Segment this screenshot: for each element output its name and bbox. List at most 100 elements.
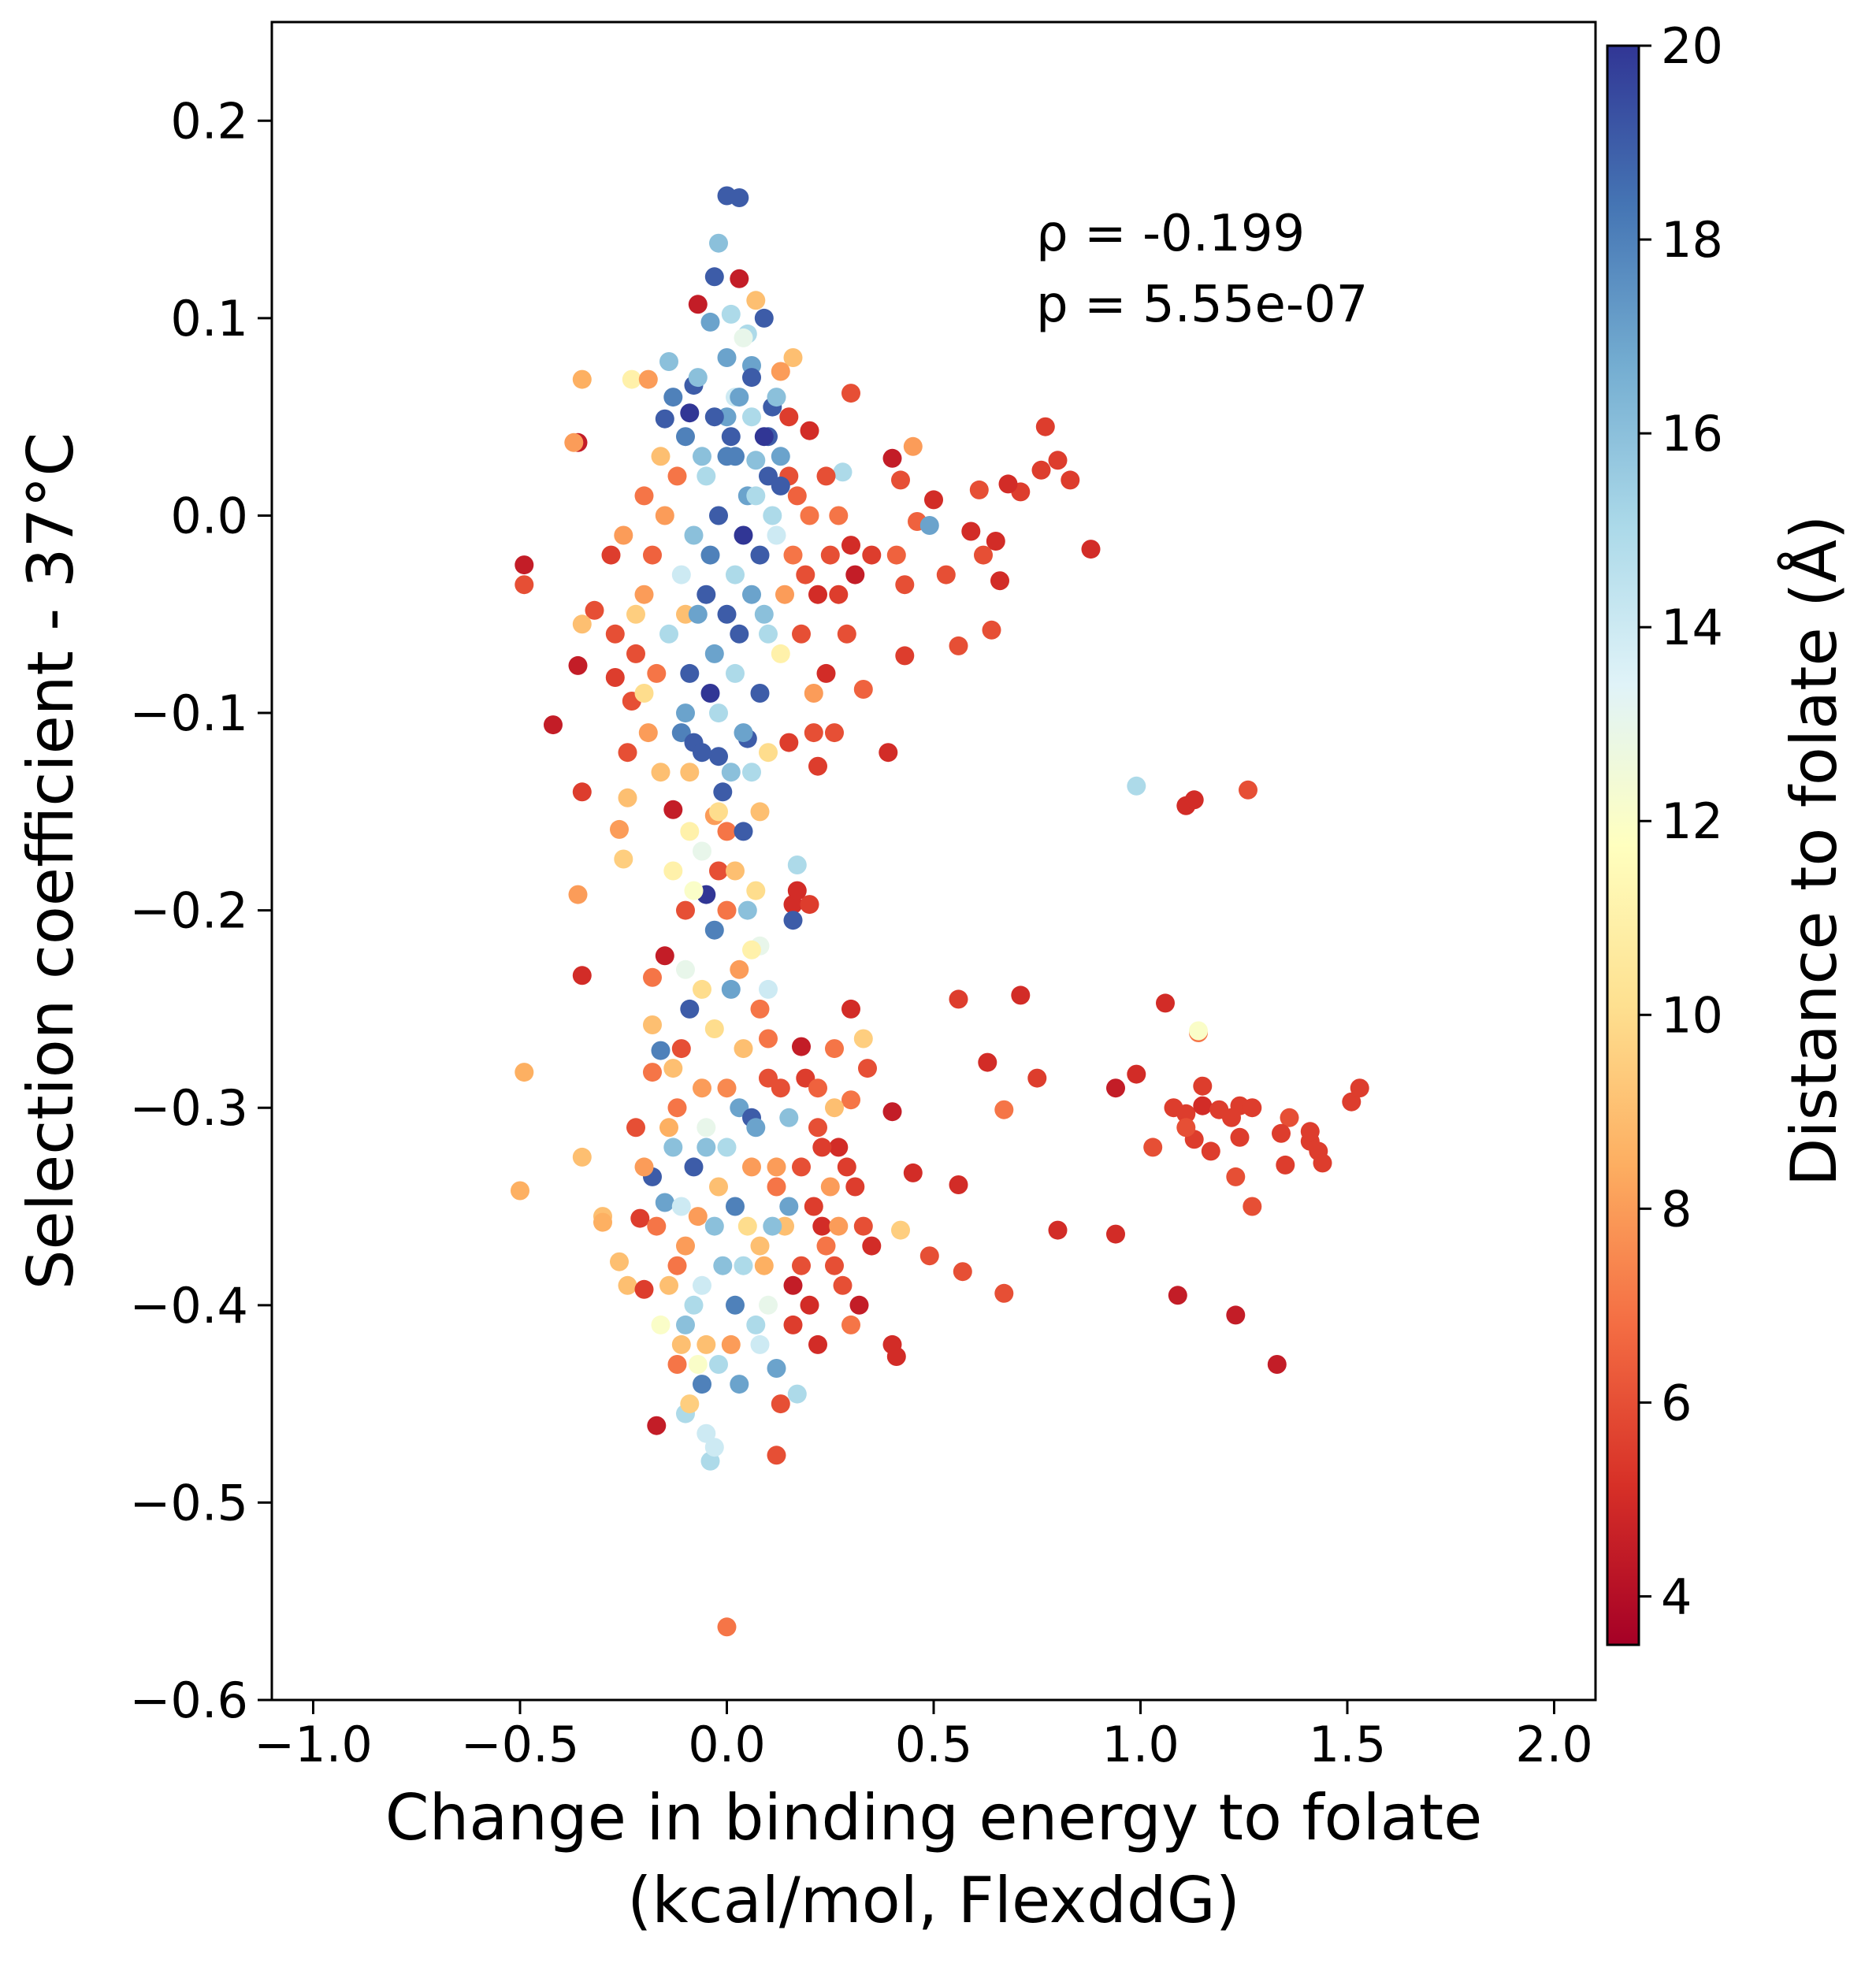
scatter-point (730, 959, 749, 979)
scatter-point (734, 1039, 753, 1059)
scatter-point (676, 703, 695, 723)
scatter-point (1201, 1141, 1220, 1161)
scatter-point (812, 1138, 832, 1157)
scatter-point (783, 1275, 803, 1295)
scatter-point (825, 1256, 844, 1275)
scatter-point (759, 743, 778, 763)
scatter-point (829, 506, 849, 525)
scatter-point (1193, 1096, 1213, 1115)
scatter-point (845, 1177, 865, 1197)
scatter-point (721, 1334, 741, 1354)
scatter-point (726, 565, 745, 585)
scatter-point (721, 763, 741, 782)
scatter-point (1035, 417, 1055, 436)
scatter-point (759, 979, 778, 999)
scatter-point (891, 470, 910, 490)
scatter-point (676, 427, 695, 447)
x-tick-label: 0.5 (895, 1716, 973, 1773)
scatter-point (1061, 470, 1080, 490)
scatter-point (638, 723, 658, 743)
scatter-point (634, 684, 654, 703)
scatter-point (845, 565, 865, 585)
scatter-point (792, 624, 811, 644)
scatter-point (1106, 1224, 1125, 1244)
y-tick-label: −0.4 (129, 1277, 248, 1334)
scatter-point (1300, 1122, 1320, 1141)
scatter-point (734, 723, 753, 743)
scatter-point (919, 516, 939, 535)
scatter-point (663, 861, 683, 881)
scatter-point (837, 624, 856, 644)
scatter-point (737, 900, 757, 920)
scatter-point (759, 1295, 778, 1315)
scatter-point (841, 384, 860, 403)
scatter-point (671, 1334, 691, 1354)
scatter-point (825, 1098, 844, 1118)
scatter-point (783, 545, 803, 565)
scatter-point (688, 1207, 708, 1227)
scatter-point (754, 1256, 774, 1275)
scatter-point (750, 1236, 770, 1256)
scatter-point (990, 571, 1009, 591)
scatter-point (853, 1029, 873, 1049)
scatter-point (767, 1177, 786, 1197)
scatter-point (895, 646, 915, 666)
scatter-point (771, 476, 790, 496)
colorbar-tick-label: 14 (1661, 599, 1723, 656)
scatter-point (713, 1256, 733, 1275)
scatter-point (626, 1118, 645, 1138)
scatter-point (709, 747, 728, 766)
y-axis-title: Selection coefficient - 37°C (14, 432, 87, 1290)
scatter-point (808, 585, 827, 604)
scatter-point (903, 436, 923, 456)
scatter-point (1156, 993, 1175, 1013)
scatter-point (1011, 985, 1031, 1005)
scatter-point (841, 1315, 860, 1334)
scatter-point (746, 291, 766, 310)
scatter-point (1184, 790, 1204, 810)
scatter-point (680, 1394, 700, 1414)
scatter-point (754, 604, 774, 624)
scatter-point (1189, 1021, 1208, 1041)
scatter-point (783, 1315, 803, 1334)
scatter-point (659, 1275, 678, 1295)
scatter-point (1226, 1305, 1246, 1325)
scatter-point (647, 663, 667, 683)
colorbar-tick-label: 4 (1661, 1568, 1692, 1625)
colorbar-tick-label: 16 (1661, 405, 1723, 462)
scatter-point (978, 1052, 997, 1072)
scatter-point (676, 959, 695, 979)
scatter-point (783, 348, 803, 367)
scatter-point (726, 861, 745, 881)
scatter-point (663, 800, 683, 819)
scatter-point (734, 1256, 753, 1275)
plot-frame (270, 20, 1597, 1702)
colorbar-tick-label: 6 (1661, 1374, 1692, 1431)
scatter-point (879, 743, 898, 763)
scatter-point (709, 1177, 728, 1197)
scatter-point (688, 295, 708, 314)
scatter-point (564, 432, 584, 452)
colorbar-ticks: 4 6 8 10 12 14 16 18 20 (1639, 17, 1723, 1625)
scatter-point (680, 763, 700, 782)
scatter-point (1243, 1098, 1262, 1118)
scatter-point (767, 525, 786, 545)
scatter-point (610, 1252, 629, 1271)
scatter-point (693, 447, 711, 466)
y-tick-label: −0.5 (129, 1474, 248, 1531)
scatter-point (734, 328, 753, 347)
scatter-point (700, 684, 720, 703)
scatter-point (717, 604, 737, 624)
scatter-point (693, 1375, 711, 1394)
colorbar-tick-label: 20 (1661, 17, 1723, 75)
scatter-point (704, 1438, 724, 1457)
scatter-point (787, 856, 807, 874)
scatter-point (886, 545, 906, 565)
scatter-point (693, 841, 711, 861)
scatter-point (726, 663, 745, 683)
scatter-point (659, 624, 678, 644)
y-tick-label: −0.1 (129, 685, 248, 742)
scatter-point (688, 368, 708, 388)
scatter-point (572, 966, 592, 985)
scatter-point (886, 1347, 906, 1366)
